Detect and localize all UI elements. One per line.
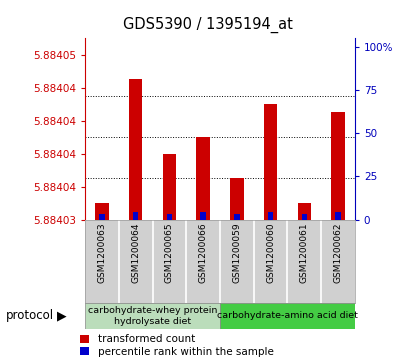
Bar: [331, 113, 345, 220]
Text: carbohydrate-whey protein
hydrolysate diet: carbohydrate-whey protein hydrolysate di…: [88, 306, 217, 326]
Text: GSM1200062: GSM1200062: [334, 222, 342, 283]
Bar: [196, 137, 210, 220]
Text: GSM1200063: GSM1200063: [98, 222, 106, 283]
Bar: [230, 178, 244, 220]
Bar: [268, 212, 273, 220]
Text: GSM1200064: GSM1200064: [131, 222, 140, 283]
Text: GSM1200061: GSM1200061: [300, 222, 309, 283]
Bar: [335, 212, 341, 220]
Text: GSM1200059: GSM1200059: [232, 222, 241, 283]
Text: carbohydrate-amino acid diet: carbohydrate-amino acid diet: [217, 311, 358, 320]
Text: ▶: ▶: [56, 309, 66, 322]
Text: GSM1200066: GSM1200066: [199, 222, 208, 283]
Text: GSM1200065: GSM1200065: [165, 222, 174, 283]
Text: GDS5390 / 1395194_at: GDS5390 / 1395194_at: [122, 16, 293, 33]
Bar: [163, 154, 176, 220]
Text: protocol: protocol: [6, 309, 54, 322]
Bar: [133, 212, 138, 220]
Bar: [200, 212, 206, 220]
Bar: [220, 303, 355, 329]
Bar: [95, 203, 109, 220]
Bar: [99, 213, 105, 220]
Bar: [129, 79, 142, 220]
Bar: [302, 215, 307, 220]
Bar: [234, 213, 239, 220]
Bar: [298, 203, 311, 220]
Text: GSM1200060: GSM1200060: [266, 222, 275, 283]
Bar: [85, 303, 220, 329]
Legend: transformed count, percentile rank within the sample: transformed count, percentile rank withi…: [80, 334, 273, 357]
Bar: [167, 213, 172, 220]
Bar: [264, 104, 277, 220]
